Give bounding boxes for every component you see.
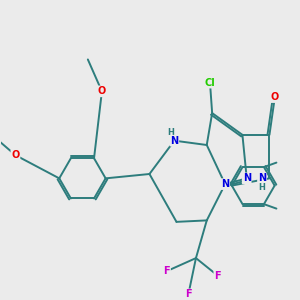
Text: H: H	[259, 183, 266, 192]
Text: N: N	[258, 173, 266, 183]
Text: N: N	[221, 179, 229, 189]
Text: N: N	[243, 173, 251, 183]
Text: F: F	[214, 271, 221, 281]
Text: O: O	[271, 92, 279, 102]
Text: O: O	[98, 86, 106, 96]
Text: Cl: Cl	[205, 78, 215, 88]
Text: N: N	[170, 136, 178, 146]
Text: F: F	[164, 266, 170, 276]
Text: O: O	[11, 150, 20, 160]
Text: F: F	[185, 290, 192, 299]
Text: H: H	[167, 128, 174, 137]
